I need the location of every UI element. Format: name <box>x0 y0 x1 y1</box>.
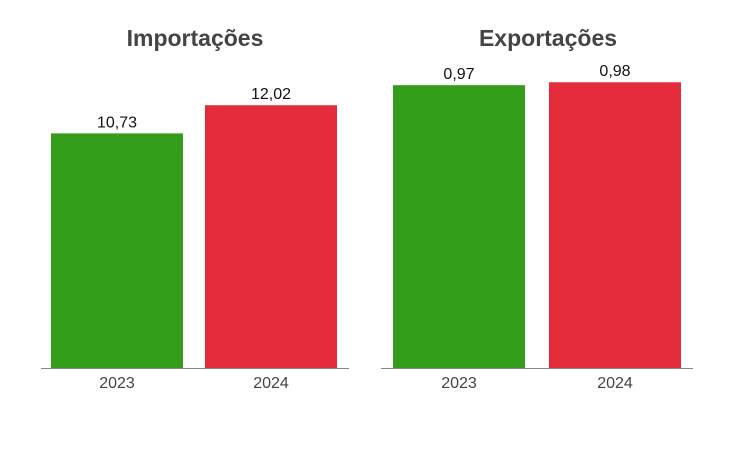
bar-2024 <box>549 82 681 369</box>
data-label: 0,98 <box>599 63 630 80</box>
data-label: 0,97 <box>443 66 474 83</box>
imports-chart-panel: Importações 10,73 2023 12,02 2024 <box>41 25 349 392</box>
exports-chart-panel: Exportações 0,97 2023 0,98 2024 <box>381 25 693 392</box>
x-tick-label: 2024 <box>597 375 633 392</box>
data-label: 12,02 <box>251 86 291 103</box>
x-tick-label: 2023 <box>441 375 477 392</box>
bar-2023 <box>393 85 525 369</box>
data-label: 10,73 <box>97 114 137 131</box>
chart-title: Exportações <box>479 25 617 51</box>
bar-2023 <box>51 133 183 368</box>
x-tick-label: 2023 <box>99 375 135 392</box>
chart-title: Importações <box>127 25 264 51</box>
bar-2024 <box>205 105 337 368</box>
x-tick-label: 2024 <box>253 375 289 392</box>
